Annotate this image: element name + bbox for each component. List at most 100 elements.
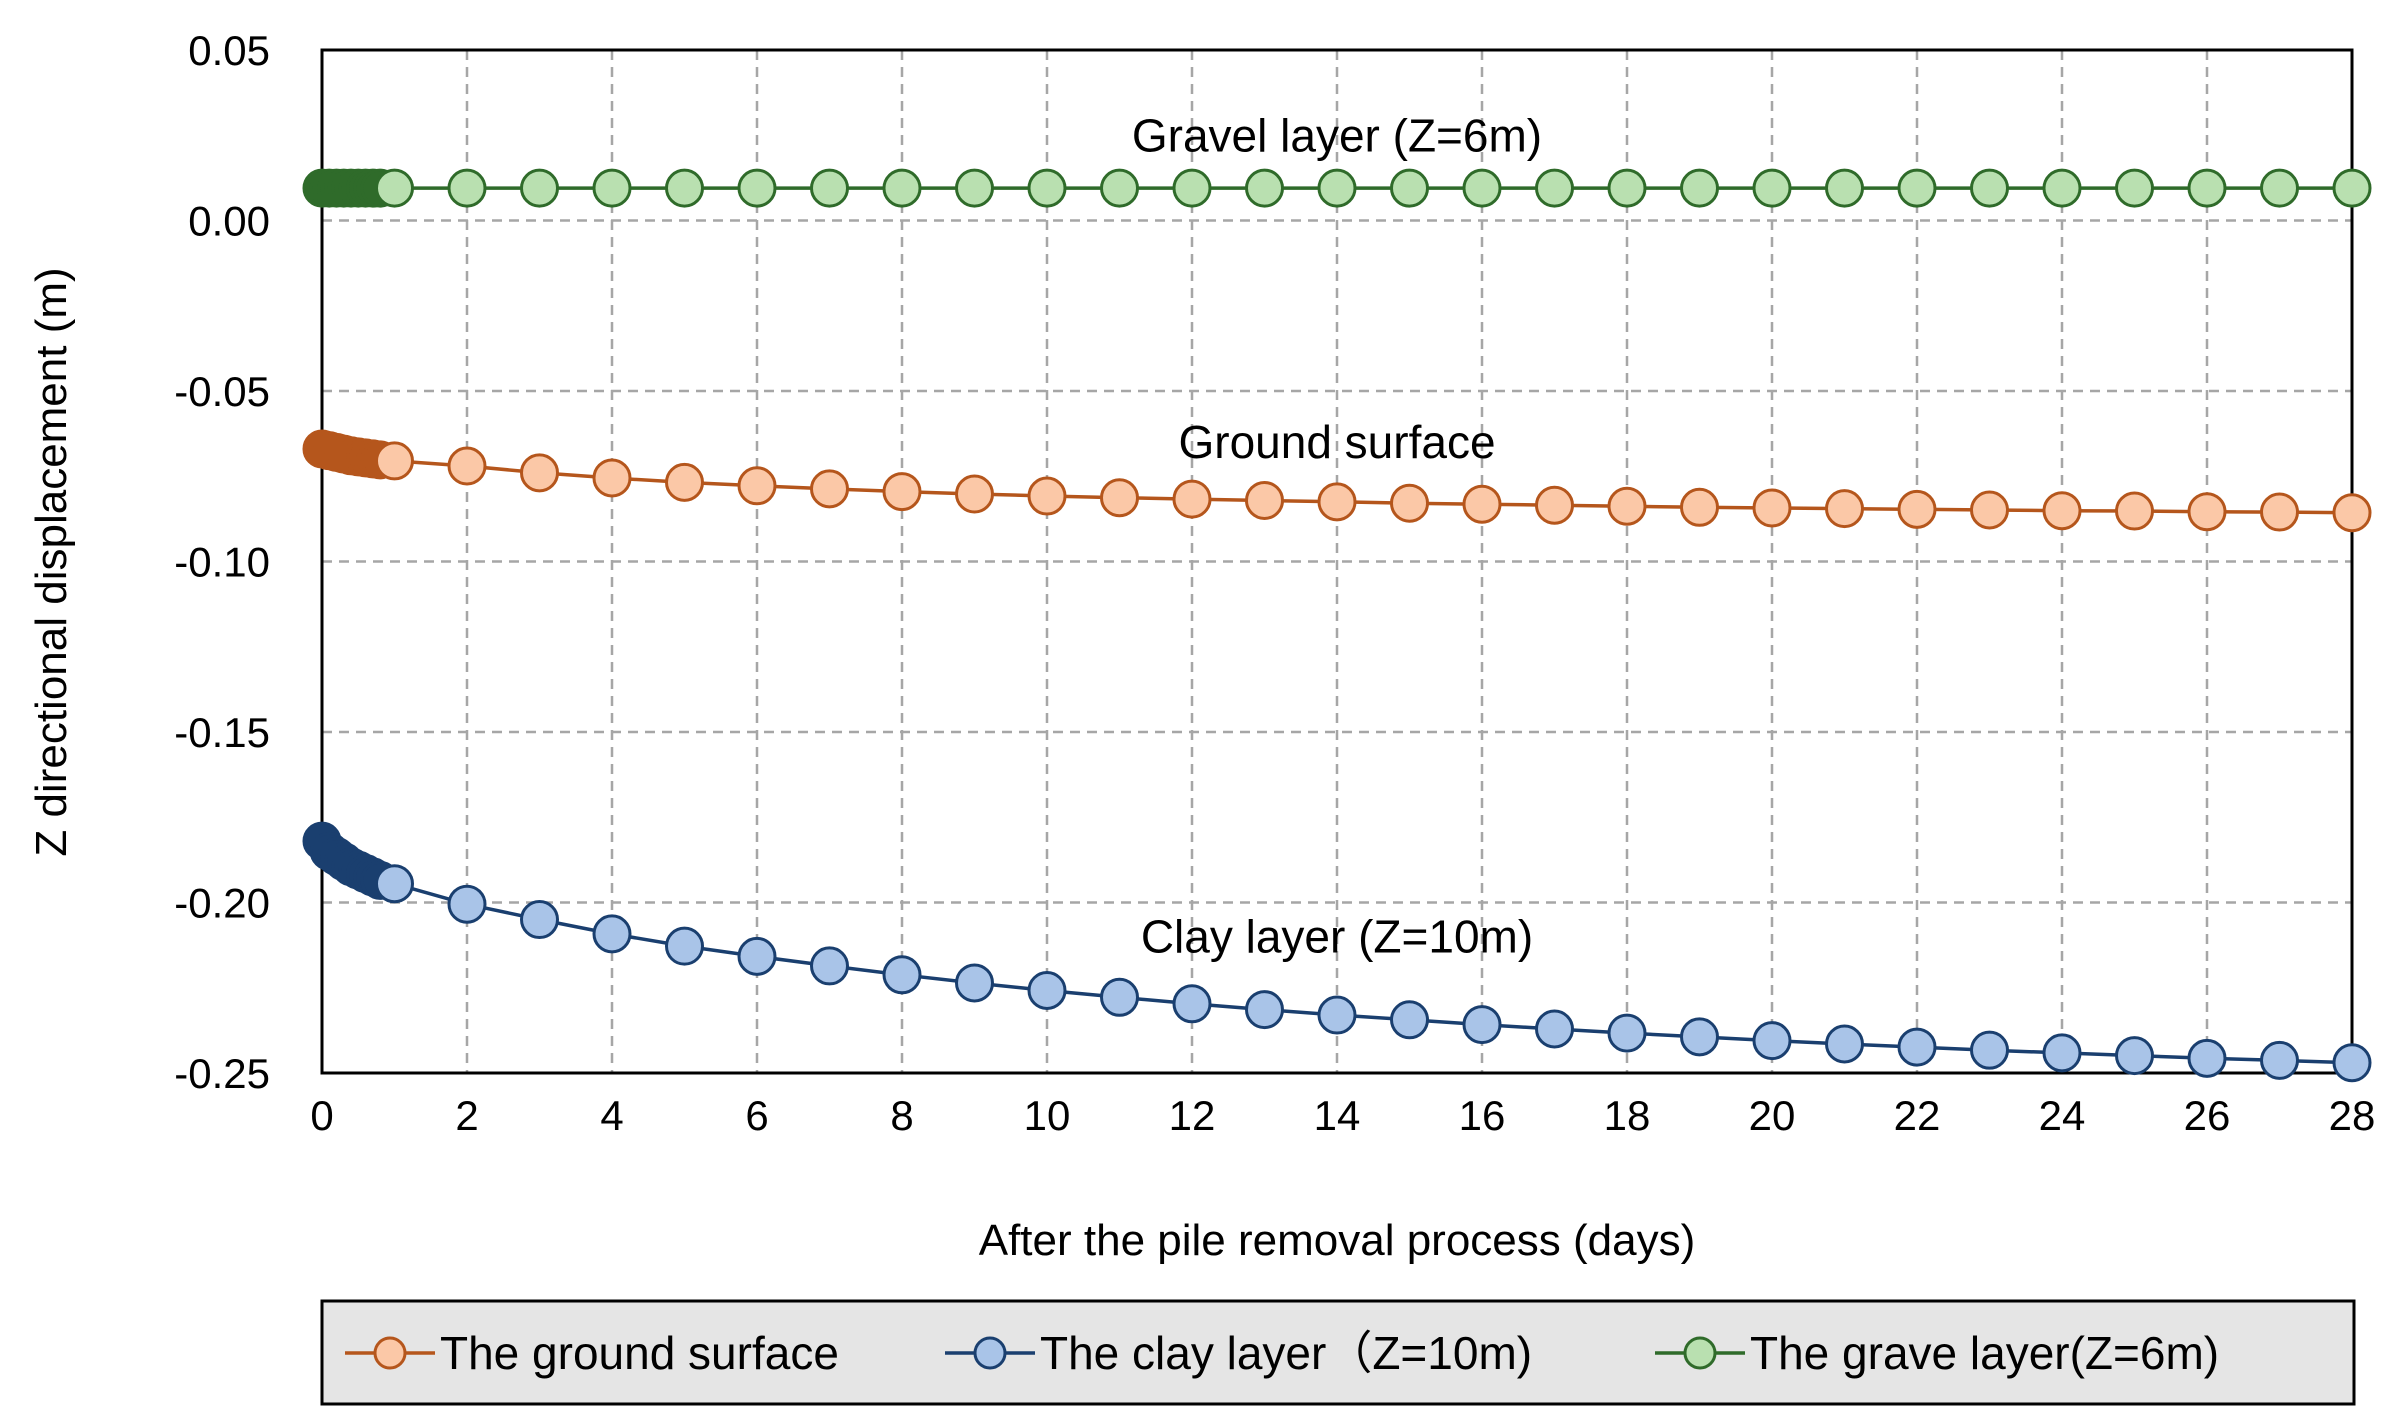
data-point bbox=[375, 864, 414, 904]
y-tick-label: 0.05 bbox=[188, 27, 270, 74]
data-point bbox=[665, 462, 704, 502]
data-point bbox=[882, 472, 922, 512]
data-point bbox=[1317, 482, 1357, 522]
x-tick-label: 26 bbox=[2184, 1092, 2231, 1139]
data-point bbox=[447, 446, 487, 486]
series-annotation: Gravel layer (Z=6m) bbox=[1132, 109, 1542, 161]
data-point bbox=[447, 168, 487, 208]
x-tick-label: 18 bbox=[1604, 1092, 1651, 1139]
data-point bbox=[1897, 489, 1937, 529]
data-point bbox=[447, 884, 487, 924]
data-point bbox=[1970, 168, 2009, 208]
data-point bbox=[665, 168, 704, 208]
data-point bbox=[1680, 487, 1719, 527]
data-point bbox=[1607, 486, 1647, 526]
data-point bbox=[810, 469, 849, 509]
x-tick-label: 16 bbox=[1459, 1092, 1506, 1139]
data-point bbox=[882, 168, 922, 208]
data-point bbox=[2042, 491, 2082, 531]
data-point bbox=[2187, 492, 2227, 532]
data-point bbox=[1535, 1009, 1574, 1049]
legend-marker bbox=[1683, 1336, 1717, 1370]
data-point bbox=[2332, 493, 2372, 533]
data-point bbox=[1462, 168, 1502, 208]
data-point bbox=[2187, 1038, 2227, 1078]
data-point bbox=[2260, 1040, 2299, 1080]
data-point bbox=[1897, 168, 1937, 208]
data-point bbox=[2115, 1036, 2154, 1076]
data-point bbox=[1100, 168, 1139, 208]
data-point bbox=[2042, 1033, 2082, 1073]
data-point bbox=[1825, 489, 1864, 529]
data-point bbox=[955, 168, 994, 208]
x-axis-title: After the pile removal process (days) bbox=[979, 1216, 1696, 1265]
data-point bbox=[737, 168, 777, 208]
series-annotation: Ground surface bbox=[1178, 416, 1495, 468]
legend-marker bbox=[973, 1336, 1007, 1370]
data-point bbox=[1317, 995, 1357, 1035]
x-tick-label: 12 bbox=[1169, 1092, 1216, 1139]
series-annotation: Clay layer (Z=10m) bbox=[1141, 911, 1533, 963]
data-point bbox=[1897, 1027, 1937, 1067]
data-point bbox=[592, 168, 632, 208]
data-point bbox=[1607, 1013, 1647, 1053]
data-point bbox=[1390, 1000, 1429, 1040]
data-point bbox=[1825, 1024, 1864, 1064]
data-point bbox=[1027, 476, 1067, 516]
data-point bbox=[1245, 480, 1284, 520]
data-point bbox=[737, 936, 777, 976]
x-tick-label: 10 bbox=[1024, 1092, 1071, 1139]
data-point bbox=[2115, 168, 2154, 208]
data-point bbox=[1245, 168, 1284, 208]
data-point bbox=[1390, 483, 1429, 523]
data-point bbox=[810, 946, 849, 986]
data-point bbox=[1680, 1017, 1719, 1057]
series-3 bbox=[302, 168, 2372, 208]
legend-label: The ground surface bbox=[440, 1327, 839, 1379]
data-point bbox=[1535, 485, 1574, 525]
data-point bbox=[2260, 492, 2299, 532]
data-point bbox=[1970, 1030, 2009, 1070]
data-point bbox=[592, 914, 632, 954]
x-tick-label: 20 bbox=[1749, 1092, 1796, 1139]
data-point bbox=[1752, 168, 1792, 208]
data-point bbox=[1752, 488, 1792, 528]
x-tick-label: 0 bbox=[310, 1092, 333, 1139]
y-tick-label: -0.15 bbox=[174, 709, 270, 756]
data-point bbox=[520, 453, 559, 493]
data-point bbox=[1245, 990, 1284, 1030]
y-tick-label: -0.25 bbox=[174, 1050, 270, 1097]
data-point bbox=[1100, 977, 1139, 1017]
data-point bbox=[955, 963, 994, 1003]
data-point bbox=[1100, 478, 1139, 518]
x-axis-ticks: 0 2 4 6 8 10 12 14 16 18 20 22 24 26 28 bbox=[310, 1092, 2375, 1139]
x-tick-label: 22 bbox=[1894, 1092, 1941, 1139]
legend-label: The grave layer(Z=6m) bbox=[1750, 1327, 2219, 1379]
legend-box bbox=[320, 1299, 2356, 1406]
plot-area-frame bbox=[320, 48, 2354, 1075]
y-axis-title: Z directional displacement (m) bbox=[27, 267, 76, 856]
legend: The ground surface The clay layer（Z=10m) T… bbox=[320, 1299, 2356, 1406]
data-point bbox=[520, 900, 559, 940]
data-point bbox=[1462, 484, 1502, 524]
data-point bbox=[1680, 168, 1719, 208]
y-tick-label: -0.05 bbox=[174, 368, 270, 415]
x-tick-label: 28 bbox=[2329, 1092, 2376, 1139]
x-tick-label: 14 bbox=[1314, 1092, 1361, 1139]
data-point bbox=[1172, 984, 1212, 1024]
series-1 bbox=[302, 429, 2372, 533]
data-point bbox=[1607, 168, 1647, 208]
data-point bbox=[1172, 479, 1212, 519]
data-point bbox=[1752, 1021, 1792, 1061]
data-point bbox=[1462, 1005, 1502, 1045]
data-point bbox=[1172, 168, 1212, 208]
data-point bbox=[737, 466, 777, 506]
data-point bbox=[1027, 168, 1067, 208]
data-point bbox=[955, 474, 994, 514]
data-point bbox=[1027, 970, 1067, 1010]
y-tick-label: -0.10 bbox=[174, 539, 270, 586]
x-tick-label: 4 bbox=[600, 1092, 623, 1139]
data-point bbox=[520, 168, 559, 208]
